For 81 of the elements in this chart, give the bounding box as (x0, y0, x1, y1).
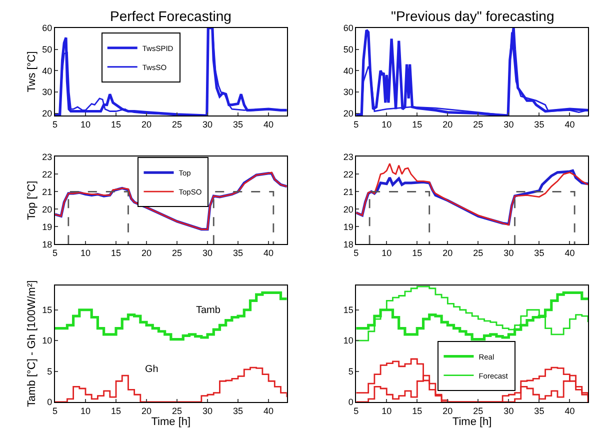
y-tick-label: 18 (343, 239, 354, 250)
y-tick-label: 20 (42, 204, 52, 214)
x-tick-label: 40 (264, 406, 274, 416)
x-tick-label: 35 (233, 248, 244, 258)
y-tick-label: 30 (343, 87, 354, 98)
x-tick-label: 35 (233, 406, 244, 416)
x-tick-label: 20 (442, 119, 453, 130)
x-tick-label: 20 (142, 119, 152, 130)
y-tick-label: 5 (47, 366, 52, 376)
x-tick-label: 25 (172, 248, 182, 258)
x-tick-label: 10 (80, 119, 91, 130)
y-axis-title: Tamb [°C] - Gh [100W/m²] (26, 280, 38, 407)
y-axis-title: Tws [°C] (26, 51, 38, 92)
x-tick-label: 20 (442, 406, 453, 416)
y-tick-label: 60 (42, 23, 52, 34)
annotation: Tamb (196, 305, 221, 316)
x-tick-label: 30 (504, 119, 514, 130)
y-tick-label: 18 (42, 239, 52, 250)
x-tick-label: 25 (172, 119, 182, 130)
x-tick-label: 15 (111, 119, 122, 130)
x-tick-label: 10 (382, 119, 392, 130)
x-tick-label: 30 (504, 406, 514, 416)
x-axis-title: Time [h] (452, 416, 492, 428)
y-tick-label: 20 (42, 108, 52, 119)
annotation: Gh (145, 364, 158, 375)
y-tick-label: 20 (343, 204, 354, 214)
x-tick-label: 30 (202, 119, 213, 130)
x-tick-label: 35 (534, 406, 544, 416)
chart-title: Perfect Forecasting (110, 8, 232, 24)
y-tick-label: 21 (42, 186, 52, 197)
y-tick-label: 0 (47, 397, 52, 408)
y-tick-label: 30 (42, 87, 52, 98)
x-tick-label: 15 (111, 406, 122, 416)
x-tick-label: 20 (142, 406, 152, 416)
x-tick-label: 35 (233, 119, 244, 130)
y-tick-label: 23 (343, 152, 354, 162)
y-tick-label: 21 (343, 186, 354, 197)
chart-title: "Previous day" forecasting (391, 8, 554, 24)
x-tick-label: 40 (564, 248, 575, 258)
x-tick-label: 35 (534, 119, 544, 130)
x-tick-label: 25 (172, 406, 182, 416)
x-tick-label: 40 (564, 406, 575, 416)
y-tick-label: 5 (348, 366, 354, 376)
x-tick-label: 15 (412, 119, 422, 130)
x-tick-label: 35 (534, 248, 544, 258)
y-axis-title: Top [°C] (26, 180, 38, 220)
y-tick-label: 50 (42, 44, 52, 54)
x-axis-title: Time [h] (151, 416, 191, 428)
x-tick-label: 25 (473, 248, 484, 258)
x-tick-label: 30 (202, 406, 213, 416)
y-tick-label: 19 (42, 222, 52, 232)
y-tick-label: 10 (42, 336, 52, 346)
x-tick-label: 30 (504, 248, 514, 258)
y-tick-label: 15 (42, 305, 52, 316)
y-tick-label: 40 (343, 66, 354, 76)
y-tick-label: 19 (343, 222, 354, 232)
x-tick-label: 10 (382, 406, 392, 416)
x-tick-label: 10 (80, 248, 91, 258)
y-tick-label: 22 (343, 169, 354, 180)
y-tick-label: 20 (343, 108, 354, 119)
x-tick-label: 40 (264, 248, 274, 258)
y-tick-label: 23 (42, 152, 52, 162)
y-tick-label: 60 (343, 23, 354, 34)
x-tick-label: 30 (202, 248, 213, 258)
y-tick-label: 50 (343, 44, 354, 54)
x-tick-label: 10 (382, 248, 392, 258)
y-tick-label: 22 (42, 169, 52, 180)
x-tick-label: 20 (142, 248, 152, 258)
y-tick-label: 40 (42, 66, 52, 76)
x-tick-label: 20 (442, 248, 453, 258)
x-tick-label: 15 (412, 248, 422, 258)
x-tick-label: 40 (564, 119, 575, 130)
y-tick-label: 10 (343, 336, 354, 346)
x-tick-label: 15 (412, 406, 422, 416)
x-tick-label: 25 (473, 406, 484, 416)
y-tick-label: 0 (348, 397, 354, 408)
x-tick-label: 40 (264, 119, 274, 130)
x-tick-label: 15 (111, 248, 122, 258)
x-tick-label: 10 (80, 406, 91, 416)
y-tick-label: 15 (343, 305, 354, 316)
x-tick-label: 25 (473, 119, 484, 130)
